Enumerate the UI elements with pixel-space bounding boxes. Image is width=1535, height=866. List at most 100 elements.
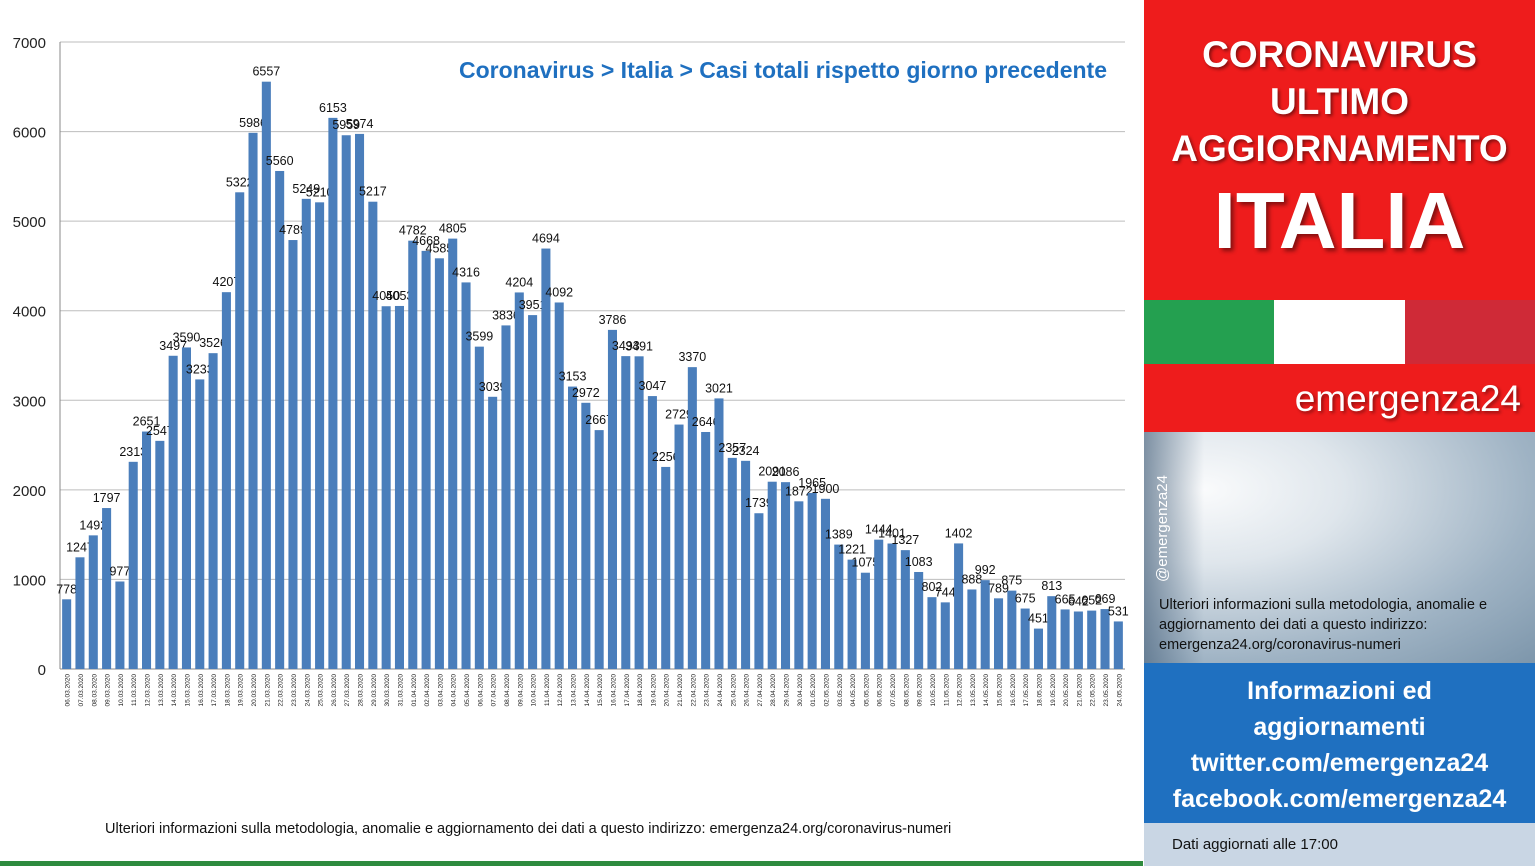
methodology-note: Ulteriori informazioni sulla metodologia… [1159, 597, 1488, 653]
x-tick-label: 10.05.2020 [930, 674, 937, 707]
bar [994, 598, 1004, 669]
bar [62, 599, 72, 669]
bar [195, 379, 205, 669]
data-label: 1327 [891, 533, 919, 547]
data-label: 1444 [865, 523, 893, 537]
x-tick-label: 06.05.2020 [877, 674, 884, 707]
data-label: 2357 [718, 441, 746, 455]
data-label: 2086 [772, 465, 800, 479]
social-line-2: aggiornamenti [1253, 713, 1426, 741]
x-tick-label: 26.04.2020 [744, 674, 751, 707]
x-tick-label: 04.05.2020 [850, 674, 857, 707]
data-label: 6153 [319, 101, 347, 115]
x-tick-label: 19.04.2020 [650, 674, 657, 707]
data-label: 5322 [226, 175, 254, 189]
x-tick-label: 18.04.2020 [637, 674, 644, 707]
x-tick-label: 08.05.2020 [903, 674, 910, 707]
x-tick-label: 14.04.2020 [584, 674, 591, 707]
x-tick-label: 07.04.2020 [491, 674, 498, 707]
flag-red-stripe [1404, 300, 1535, 364]
data-label: 992 [975, 563, 996, 577]
bar [887, 543, 897, 669]
x-tick-label: 19.05.2020 [1050, 674, 1057, 707]
x-tick-label: 19.03.2020 [238, 674, 245, 707]
bar [847, 559, 857, 669]
flag-white-stripe [1274, 300, 1405, 364]
data-label: 642 [1068, 594, 1089, 608]
x-tick-label: 10.04.2020 [531, 674, 538, 707]
chart-title: Coronavirus > Italia > Casi totali rispe… [459, 57, 1107, 83]
x-tick-label: 27.03.2020 [344, 674, 351, 707]
data-label: 2091 [758, 465, 786, 479]
x-tick-label: 01.04.2020 [411, 674, 418, 707]
x-tick-label: 07.05.2020 [890, 674, 897, 707]
data-label: 2651 [133, 415, 161, 429]
bottom-divider [0, 861, 1143, 866]
bar [408, 240, 418, 669]
bar [88, 535, 98, 669]
twitter-link[interactable]: twitter.com/emergenza24 [1190, 749, 1489, 777]
bar [754, 513, 764, 669]
data-label: 2547 [146, 424, 174, 438]
data-label: 789 [988, 581, 1009, 595]
x-tick-label: 21.05.2020 [1076, 674, 1083, 707]
headline-line-2: ULTIMO [1269, 81, 1410, 122]
y-tick-label: 0 [38, 662, 46, 679]
info-sidebar: CORONAVIRUS ULTIMO AGGIORNAMENTO ITALIA … [1144, 0, 1535, 866]
data-label: 1492 [79, 518, 107, 532]
x-tick-label: 22.05.2020 [1090, 674, 1097, 707]
data-label: 1965 [798, 476, 826, 490]
bar [874, 539, 884, 669]
bar [647, 396, 657, 669]
x-tick-label: 03.04.2020 [437, 674, 444, 707]
x-tick-label: 26.03.2020 [331, 674, 338, 707]
bar [488, 396, 498, 669]
x-tick-label: 12.04.2020 [557, 674, 564, 707]
data-label: 4092 [545, 285, 573, 299]
bar [301, 198, 311, 669]
bar [954, 543, 964, 669]
data-label: 1221 [838, 543, 866, 557]
flag-green-stripe [1144, 300, 1275, 364]
x-tick-label: 17.05.2020 [1023, 674, 1030, 707]
data-label: 3497 [159, 339, 187, 353]
headline-line-3: AGGIORNAMENTO [1171, 128, 1508, 169]
x-tick-label: 16.04.2020 [610, 674, 617, 707]
bar [634, 356, 644, 669]
brand-banner: emergenza24 [1144, 364, 1535, 432]
x-tick-label: 22.04.2020 [690, 674, 697, 707]
x-tick-label: 01.05.2020 [810, 674, 817, 707]
data-label: 813 [1041, 579, 1062, 593]
x-tick-label: 04.04.2020 [451, 674, 458, 707]
x-tick-label: 21.03.2020 [264, 674, 271, 707]
bar [687, 367, 697, 669]
bar [834, 544, 844, 669]
data-label: 3021 [705, 381, 733, 395]
facebook-link[interactable]: facebook.com/emergenza24 [1172, 785, 1507, 813]
bar [581, 402, 591, 669]
y-tick-label: 3000 [13, 393, 46, 410]
bar [102, 508, 112, 669]
x-tick-label: 31.03.2020 [397, 674, 404, 707]
data-label: 3526 [199, 336, 227, 350]
x-tick-label: 16.05.2020 [1010, 674, 1017, 707]
x-tick-label: 09.04.2020 [517, 674, 524, 707]
x-tick-label: 11.04.2020 [544, 674, 551, 706]
headline-line-1: CORONAVIRUS [1202, 34, 1477, 75]
update-time: Dati aggiornati alle 17:00 [1172, 836, 1338, 853]
x-tick-label: 05.04.2020 [464, 674, 471, 707]
data-label: 4585 [426, 241, 454, 255]
social-line-1: Informazioni ed [1247, 677, 1432, 705]
y-tick-label: 1000 [13, 572, 46, 589]
data-label: 977 [109, 564, 130, 578]
x-tick-label: 12.03.2020 [145, 674, 152, 707]
x-tick-label: 16.03.2020 [198, 674, 205, 707]
data-label: 2729 [665, 408, 693, 422]
bar [1087, 610, 1097, 669]
data-label: 2256 [652, 450, 680, 464]
data-label: 6557 [252, 65, 280, 79]
bar [501, 325, 511, 669]
bar [434, 258, 444, 669]
x-tick-label: 07.03.2020 [78, 674, 85, 707]
data-label: 5249 [292, 182, 320, 196]
